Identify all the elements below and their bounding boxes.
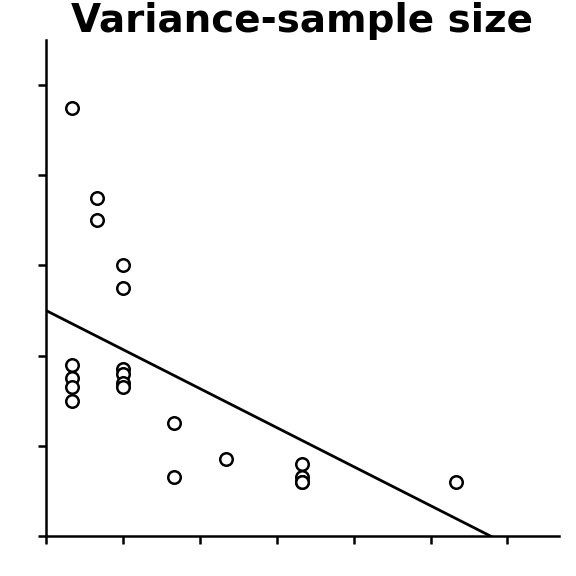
Point — [119, 378, 128, 387]
Point — [298, 459, 307, 468]
Point — [452, 477, 461, 486]
Point — [93, 216, 102, 225]
Point — [119, 365, 128, 374]
Point — [67, 373, 76, 382]
Point — [93, 194, 102, 203]
Point — [67, 382, 76, 392]
Point — [298, 472, 307, 482]
Point — [169, 472, 179, 482]
Point — [298, 477, 307, 486]
Point — [67, 396, 76, 405]
Point — [67, 103, 76, 112]
Title: Variance-sample size: Variance-sample size — [71, 2, 533, 40]
Point — [119, 382, 128, 392]
Point — [169, 419, 179, 428]
Point — [119, 261, 128, 270]
Point — [221, 454, 230, 464]
Point — [298, 477, 307, 486]
Point — [119, 369, 128, 378]
Point — [119, 283, 128, 293]
Point — [67, 360, 76, 369]
